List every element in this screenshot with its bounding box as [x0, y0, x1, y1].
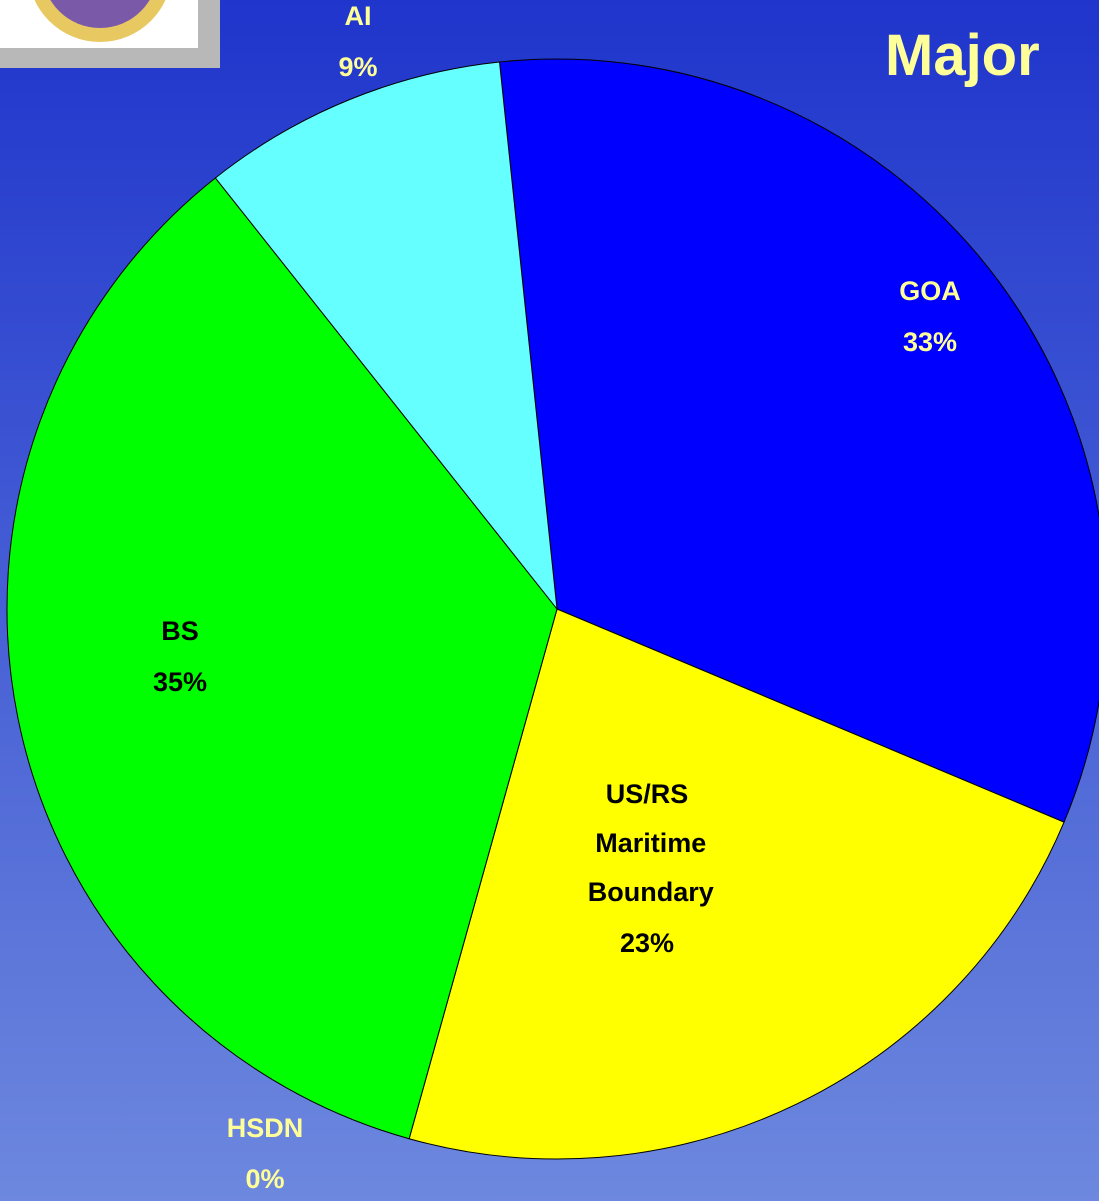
logo: [0, 0, 220, 68]
pie-slice: [408, 608, 1065, 1160]
pie-slice: [214, 61, 558, 611]
chart-title: Major: [885, 23, 1040, 88]
slice-label: AI: [345, 1, 372, 31]
value-label: 33%: [903, 327, 957, 357]
value-label: 35%: [153, 667, 207, 697]
slice-label: US/RS Maritime Boundary: [580, 779, 714, 907]
slice-label: GOA: [899, 276, 961, 306]
slices: [6, 58, 1099, 1160]
value-label: 0%: [245, 1164, 284, 1194]
value-label: 23%: [620, 928, 674, 958]
slice-label: BS: [161, 616, 199, 646]
pie-slice: [498, 58, 1099, 823]
slice-label: HSDN: [227, 1113, 304, 1143]
pie-slice: [6, 177, 558, 1140]
value-label: 9%: [338, 52, 377, 82]
